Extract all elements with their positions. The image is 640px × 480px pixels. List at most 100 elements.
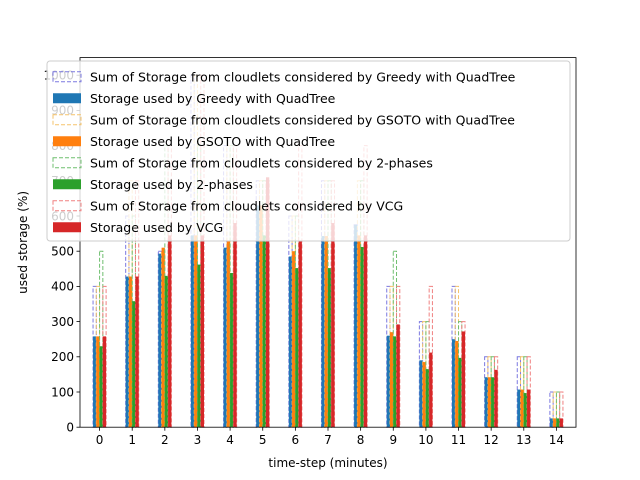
legend-label-storage-used-by-greedy-with-quadtree: Storage used by Greedy with QuadTree	[90, 91, 336, 106]
bar-storage-used-by-gsoto-with-quadtree-13	[520, 389, 524, 428]
bar-storage-used-by-gsoto-with-quadtree-7	[324, 236, 328, 428]
bar-storage-used-by-greedy-with-quadtree-9	[386, 335, 390, 428]
bar-storage-used-by-2-phases-10	[425, 369, 430, 428]
x-tick-label-4: 4	[226, 433, 234, 447]
bar-storage-used-by-gsoto-with-quadtree-14	[553, 418, 557, 428]
series-storage-used-by-greedy-with-quadtree	[93, 205, 554, 428]
x-tick-label-3: 3	[194, 433, 202, 447]
legend-swatch-sum-of-storage-from-cloudlets-considered-by-vcg	[52, 200, 82, 212]
bar-storage-used-by-gsoto-with-quadtree-6	[292, 251, 296, 428]
legend-swatch-sum-of-storage-from-cloudlets-considered-by-gsoto-with-quadtree	[52, 114, 82, 126]
bar-storage-used-by-vcg-1	[135, 276, 139, 428]
legend-swatch-storage-used-by-vcg	[53, 222, 81, 233]
bar-storage-used-by-2-phases-7	[328, 268, 332, 428]
legend-label-sum-of-storage-from-cloudlets-considered-by-2-phases: Sum of Storage from cloudlets considered…	[90, 155, 433, 170]
y-tick-label-200: 200	[51, 350, 74, 364]
x-axis-label: time-step (minutes)	[268, 456, 387, 470]
bar-storage-used-by-2-phases-14	[556, 418, 560, 428]
bar-storage-used-by-2-phases-8	[360, 246, 364, 428]
x-tick-label-1: 1	[128, 433, 136, 447]
bar-storage-used-by-greedy-with-quadtree-12	[484, 377, 488, 428]
bar-storage-used-by-2-phases-11	[458, 357, 462, 428]
bar-storage-used-by-2-phases-5	[262, 235, 266, 428]
x-axis: 0 1 2 3 4 5 6 7 8 9 10 11 12 13 14	[96, 427, 564, 447]
bar-storage-used-by-vcg-6	[298, 241, 302, 428]
bar-storage-used-by-vcg-5	[266, 177, 270, 428]
x-tick-label-13: 13	[516, 433, 531, 447]
x-tick-label-6: 6	[292, 433, 300, 447]
outline-bar-sum-of-storage-from-cloudlets-considered-by-gsoto-with-quadtree-14	[552, 391, 557, 428]
bar-storage-used-by-gsoto-with-quadtree-0	[96, 336, 100, 428]
bars-layer	[92, 74, 564, 428]
bar-storage-used-by-gsoto-with-quadtree-1	[128, 276, 133, 428]
bar-storage-used-by-vcg-4	[233, 223, 237, 428]
bar-storage-used-by-vcg-3	[200, 235, 204, 428]
bar-storage-used-by-gsoto-with-quadtree-12	[487, 377, 492, 428]
bar-storage-used-by-2-phases-13	[523, 393, 528, 428]
bar-storage-used-by-greedy-with-quadtree-1	[125, 276, 129, 428]
bar-storage-used-by-2-phases-4	[230, 273, 234, 428]
x-tick-label-8: 8	[357, 433, 365, 447]
y-tick-label-300: 300	[51, 315, 74, 329]
legend-swatch-storage-used-by-greedy-with-quadtree	[53, 93, 81, 104]
outline-bar-sum-of-storage-from-cloudlets-considered-by-greedy-with-quadtree-14	[549, 391, 554, 428]
bar-storage-used-by-greedy-with-quadtree-11	[452, 339, 456, 428]
x-tick-label-0: 0	[96, 433, 104, 447]
x-tick-label-5: 5	[259, 433, 267, 447]
x-tick-label-2: 2	[161, 433, 169, 447]
bar-storage-used-by-greedy-with-quadtree-8	[354, 224, 358, 428]
bar-storage-used-by-greedy-with-quadtree-7	[321, 236, 325, 428]
y-tick-label-500: 500	[51, 245, 74, 259]
outline-bar-sum-of-storage-from-cloudlets-considered-by-2-phases-14	[555, 391, 561, 428]
legend-swatch-sum-of-storage-from-cloudlets-considered-by-2-phases	[52, 157, 82, 169]
y-tick-label-0: 0	[66, 421, 74, 435]
bar-storage-used-by-vcg-7	[331, 223, 335, 428]
legend-swatch-storage-used-by-gsoto-with-quadtree	[53, 136, 81, 147]
bar-storage-used-by-gsoto-with-quadtree-3	[194, 235, 198, 428]
bar-storage-used-by-gsoto-with-quadtree-11	[455, 340, 459, 428]
bar-storage-used-by-gsoto-with-quadtree-8	[357, 235, 361, 428]
bar-storage-used-by-greedy-with-quadtree-14	[549, 418, 554, 428]
bar-storage-used-by-2-phases-3	[197, 264, 201, 428]
bar-storage-used-by-vcg-12	[494, 369, 498, 428]
bar-storage-used-by-2-phases-0	[99, 346, 103, 428]
bar-storage-used-by-gsoto-with-quadtree-5	[259, 205, 263, 428]
bar-storage-used-by-gsoto-with-quadtree-4	[226, 240, 231, 428]
x-tick-label-7: 7	[324, 433, 332, 447]
legend-label-storage-used-by-2-phases: Storage used by 2-phases	[90, 177, 253, 192]
bar-storage-used-by-greedy-with-quadtree-13	[517, 389, 521, 428]
bar-storage-used-by-vcg-10	[429, 352, 433, 428]
bar-storage-used-by-2-phases-9	[393, 336, 397, 428]
bar-storage-used-by-vcg-9	[396, 324, 400, 428]
series-storage-used-by-2-phases	[99, 235, 560, 428]
bar-storage-used-by-greedy-with-quadtree-0	[93, 336, 97, 428]
legend-swatch-sum-of-storage-from-cloudlets-considered-by-greedy-with-quadtree	[52, 71, 82, 83]
legend-label-storage-used-by-vcg: Storage used by VCG	[90, 220, 223, 235]
bar-storage-used-by-greedy-with-quadtree-4	[223, 247, 227, 428]
x-tick-label-12: 12	[484, 433, 499, 447]
bar-storage-used-by-vcg-13	[527, 389, 531, 428]
bar-storage-used-by-gsoto-with-quadtree-10	[422, 362, 426, 428]
bar-storage-used-by-greedy-with-quadtree-2	[158, 253, 162, 428]
bar-storage-used-by-vcg-14	[559, 418, 563, 428]
legend-label-sum-of-storage-from-cloudlets-considered-by-vcg: Sum of Storage from cloudlets considered…	[90, 198, 403, 213]
legend-swatch-storage-used-by-2-phases	[53, 179, 81, 190]
bar-storage-used-by-2-phases-1	[132, 301, 136, 428]
series-storage-used-by-vcg	[102, 177, 563, 428]
x-tick-label-10: 10	[418, 433, 433, 447]
bar-storage-used-by-vcg-8	[363, 235, 368, 428]
y-tick-label-400: 400	[51, 280, 74, 294]
legend-box	[46, 60, 571, 242]
y-axis-label: used storage (%)	[16, 191, 30, 294]
bar-storage-used-by-greedy-with-quadtree-3	[190, 235, 195, 428]
bar-storage-used-by-gsoto-with-quadtree-9	[390, 332, 394, 428]
legend-label-sum-of-storage-from-cloudlets-considered-by-gsoto-with-quadtree: Sum of Storage from cloudlets considered…	[90, 112, 515, 127]
legend-label-storage-used-by-gsoto-with-quadtree: Storage used by GSOTO with QuadTree	[90, 134, 335, 149]
x-tick-label-9: 9	[389, 433, 397, 447]
bar-storage-used-by-vcg-0	[102, 336, 107, 428]
outline-bar-sum-of-storage-from-cloudlets-considered-by-vcg-14	[559, 391, 564, 428]
x-tick-label-11: 11	[451, 433, 466, 447]
bar-storage-used-by-vcg-11	[461, 331, 466, 428]
bar-storage-used-by-2-phases-6	[295, 268, 299, 428]
